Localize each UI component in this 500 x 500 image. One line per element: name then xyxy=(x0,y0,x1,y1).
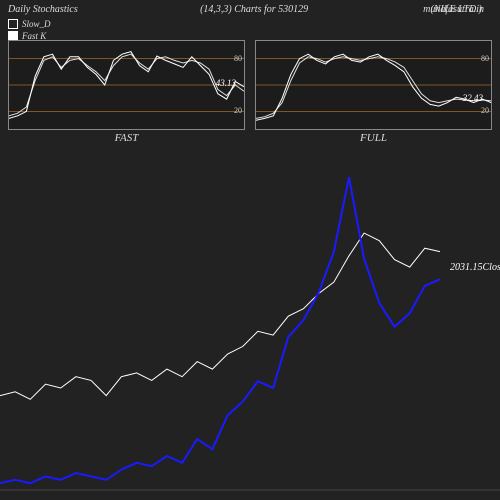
mini-chart-wrapper: 20 80 32.43 FULL xyxy=(255,40,492,144)
axis-tick: 80 xyxy=(481,54,489,63)
params-text: (14,3,3) Charts for 530129 xyxy=(78,4,431,15)
site-text: munafasutra.in xyxy=(423,4,484,15)
mini-chart-wrapper: 20 80 43.13 FAST xyxy=(8,40,245,144)
value-annotation: 43.13 xyxy=(216,78,236,88)
legend-swatch xyxy=(8,19,18,29)
axis-tick: 20 xyxy=(481,106,489,115)
mini-charts-row: 20 80 43.13 FAST 20 80 32.43 FULL xyxy=(8,40,492,144)
mini-chart-full: 20 80 32.43 xyxy=(255,40,492,130)
legend-label: Slow_D xyxy=(22,18,51,30)
close-label: 2031.15Close xyxy=(450,262,500,273)
header: Daily Stochastics (14,3,3) Charts for 53… xyxy=(8,4,492,15)
axis-tick: 20 xyxy=(234,106,242,115)
legend-item: Slow_D xyxy=(8,18,51,30)
main-chart: 2031.15Close xyxy=(0,150,500,500)
axis-tick: 80 xyxy=(234,54,242,63)
mini-chart-label: FAST xyxy=(8,132,245,144)
mini-chart-fast: 20 80 43.13 xyxy=(8,40,245,130)
value-annotation: 32.43 xyxy=(463,93,483,103)
title-text: Daily Stochastics xyxy=(8,4,78,15)
mini-chart-label: FULL xyxy=(255,132,492,144)
